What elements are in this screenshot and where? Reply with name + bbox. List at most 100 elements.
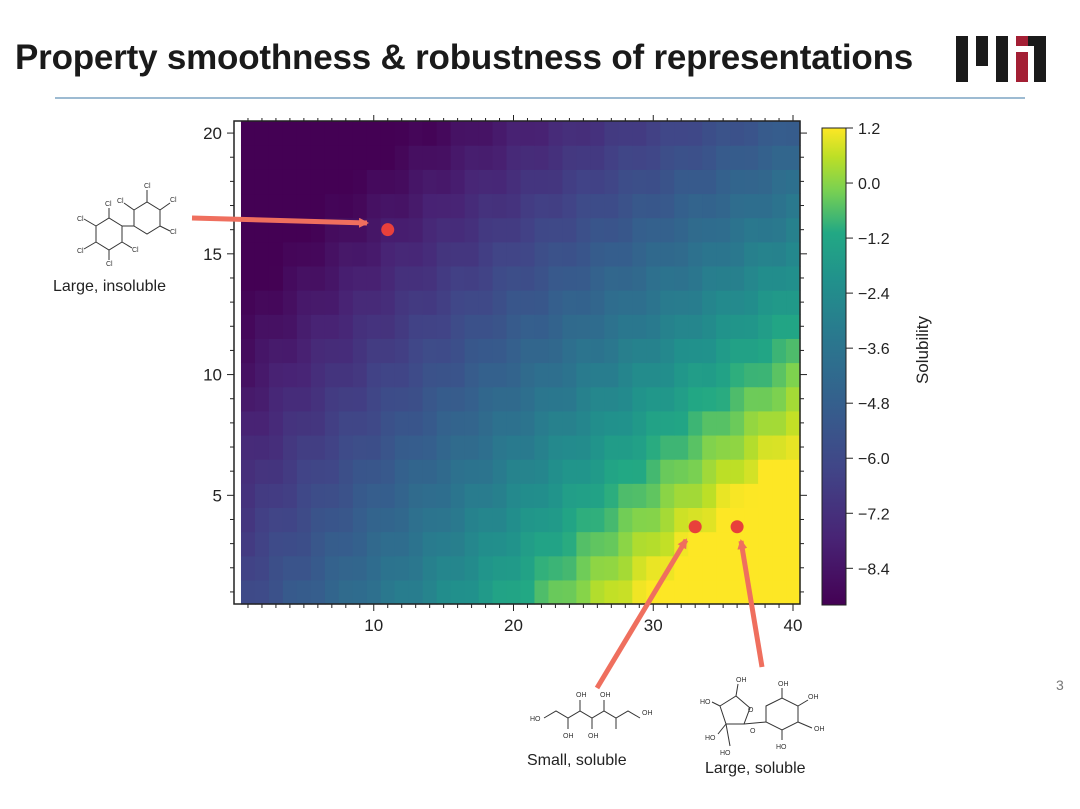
heatmap-cell xyxy=(310,169,326,195)
heatmap-cell xyxy=(772,169,787,195)
heatmap-cell xyxy=(548,483,564,508)
heatmap-cell xyxy=(240,386,256,412)
heatmap-cell xyxy=(576,579,591,605)
heatmap-cell xyxy=(618,338,633,364)
heatmap-cell xyxy=(310,555,326,581)
heatmap-cell xyxy=(478,507,494,533)
molecule-large-insoluble-atoms: Cl Cl Cl Cl Cl Cl Cl Cl Cl xyxy=(77,183,177,268)
heatmap-cell xyxy=(478,121,494,146)
heatmap-cell xyxy=(268,217,284,243)
heatmap-cell xyxy=(744,338,759,364)
heatmap-cell xyxy=(268,338,284,364)
heatmap-cell xyxy=(590,555,605,581)
heatmap-cell xyxy=(716,410,731,436)
heatmap-cell xyxy=(758,410,773,436)
heatmap-cell xyxy=(506,579,522,605)
title-divider xyxy=(55,97,1025,99)
heatmap-cell xyxy=(436,241,452,267)
heatmap-cell xyxy=(282,434,298,460)
svg-text:Cl: Cl xyxy=(77,248,84,255)
heatmap-cell xyxy=(464,217,480,243)
heatmap-cell xyxy=(408,434,424,460)
heatmap-cell xyxy=(450,145,466,170)
heatmap-cell xyxy=(632,410,647,436)
heatmap-cell xyxy=(632,169,647,195)
heatmap-cell xyxy=(296,338,312,364)
heatmap-cell xyxy=(268,483,284,508)
heatmap-cell xyxy=(548,338,564,364)
heatmap-cell xyxy=(716,265,731,291)
heatmap-cell xyxy=(324,579,340,605)
heatmap-cell xyxy=(786,507,801,533)
svg-text:Cl: Cl xyxy=(170,229,177,236)
heatmap-cell xyxy=(450,121,466,146)
heatmap-cell xyxy=(506,555,522,581)
heatmap-cell xyxy=(324,386,340,412)
heatmap-cell xyxy=(324,434,340,460)
heatmap-cell xyxy=(758,265,773,291)
heatmap-cell xyxy=(366,507,382,533)
heatmap-cell xyxy=(660,217,675,243)
heatmap-cell xyxy=(786,338,801,364)
heatmap-cell xyxy=(786,579,801,605)
heatmap-cell xyxy=(548,290,564,315)
heatmap-cell xyxy=(744,169,759,195)
heatmap-cell xyxy=(366,410,382,436)
heatmap-cell xyxy=(772,265,787,291)
heatmap-cell xyxy=(730,483,745,508)
colorbar-tick-label: −3.6 xyxy=(858,341,890,358)
heatmap-cell xyxy=(352,121,368,146)
heatmap-cell xyxy=(758,338,773,364)
data-points xyxy=(381,223,744,534)
heatmap-cell xyxy=(730,265,745,291)
heatmap-cell xyxy=(618,434,633,460)
heatmap-cell xyxy=(422,459,438,484)
heatmap-cell xyxy=(576,483,591,508)
heatmap-cell xyxy=(338,507,354,533)
heatmap-cell xyxy=(394,507,410,533)
heatmap-cell xyxy=(562,314,577,339)
heatmap-cell xyxy=(604,290,619,315)
heatmap-cell xyxy=(590,145,605,170)
heatmap-cell xyxy=(366,555,382,581)
heatmap-cell xyxy=(338,555,354,581)
heatmap-cell xyxy=(338,459,354,484)
heatmap-cell xyxy=(618,483,633,508)
heatmap-cell xyxy=(296,507,312,533)
heatmap-cell xyxy=(254,290,270,315)
heatmap-cell xyxy=(702,217,717,243)
heatmap-cell xyxy=(520,217,536,243)
heatmap-cell xyxy=(268,241,284,267)
svg-text:O: O xyxy=(748,707,754,714)
svg-text:OH: OH xyxy=(563,733,574,740)
heatmap-cell xyxy=(534,145,550,170)
heatmap-cell xyxy=(702,265,717,291)
heatmap-cell xyxy=(562,265,577,291)
heatmap-cell xyxy=(324,555,340,581)
heatmap-cell xyxy=(548,121,564,146)
heatmap-cell xyxy=(534,121,550,146)
heatmap-cell xyxy=(310,145,326,170)
heatmap-cell xyxy=(450,531,466,557)
heatmap-cell xyxy=(744,290,759,315)
heatmap-cell xyxy=(520,531,536,557)
svg-text:O: O xyxy=(750,728,756,735)
heatmap-cell xyxy=(548,217,564,243)
heatmap-cell xyxy=(632,555,647,581)
heatmap-cell xyxy=(254,459,270,484)
heatmap-cell xyxy=(366,241,382,267)
heatmap-cell xyxy=(408,265,424,291)
heatmap-cell xyxy=(576,507,591,533)
heatmap-cell xyxy=(730,410,745,436)
heatmap-cell xyxy=(660,459,675,484)
heatmap-cell xyxy=(436,410,452,436)
heatmap-cell xyxy=(772,483,787,508)
heatmap-cell xyxy=(352,531,368,557)
heatmap-cell xyxy=(604,362,619,388)
heatmap-cell xyxy=(716,386,731,412)
heatmap-cell xyxy=(632,434,647,460)
heatmap-cell xyxy=(520,483,536,508)
heatmap-cell xyxy=(604,193,619,219)
heatmap-cell xyxy=(422,265,438,291)
heatmap-cell xyxy=(464,483,480,508)
